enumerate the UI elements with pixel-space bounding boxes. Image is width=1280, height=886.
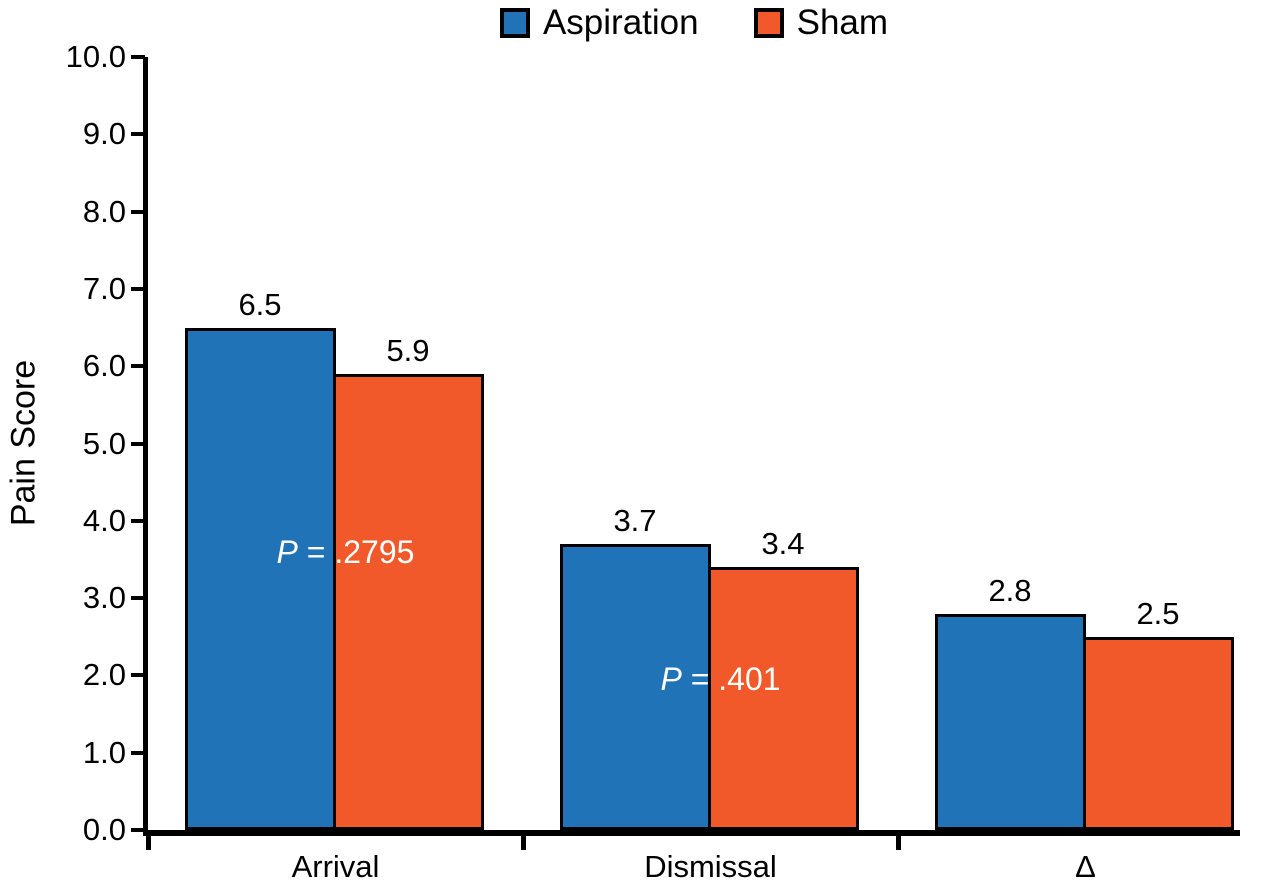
y-tick [131,286,145,291]
y-tick-label: 9.0 [82,116,126,152]
p-annotation-value: = .401 [681,661,781,698]
p-annotation-italic: P [276,533,298,570]
x-tick [146,836,151,850]
legend-item-sham: Sham [753,0,889,46]
y-tick [131,209,145,214]
legend-label-sham: Sham [796,3,889,42]
p-value-annotation: P = .401 [660,659,780,699]
legend-swatch-aspiration [499,8,530,38]
bar-value-label: 6.5 [238,286,282,322]
y-tick-label: 10.0 [65,39,126,74]
y-tick [131,518,145,523]
legend-label-aspiration: Aspiration [542,3,699,42]
legend-swatch-sham [753,8,784,38]
y-tick [131,55,145,59]
p-annotation-italic: P [660,661,682,698]
y-tick-label: 7.0 [82,270,126,306]
bar-value-label: 2.5 [1136,595,1180,631]
y-tick-label: 8.0 [82,193,126,229]
y-tick [131,828,145,832]
y-tick-label: 0.0 [82,812,126,847]
p-value-annotation: P = .2795 [277,532,415,572]
bar-sham-2 [1082,636,1234,830]
x-category-label: Dismissal [644,849,777,884]
legend-item-aspiration: Aspiration [499,0,699,46]
bar-sham-1 [707,567,859,830]
bar-aspiration-0 [184,327,336,830]
y-tick [131,673,145,678]
y-tick-label: 6.0 [82,348,126,384]
y-axis-line [143,57,148,836]
bar-sham-0 [332,373,484,830]
bar-aspiration-1 [559,543,711,830]
x-category-label: Δ [1075,849,1096,884]
bar-aspiration-2 [934,613,1086,830]
y-tick-label: 2.0 [82,657,126,693]
y-tick-label: 4.0 [82,502,126,538]
bar-value-label: 2.8 [988,572,1032,608]
y-tick [131,132,145,137]
y-tick-label: 3.0 [82,580,126,616]
y-tick [131,750,145,755]
y-tick [131,596,145,601]
y-tick-label: 1.0 [82,734,126,770]
bar-value-label: 3.4 [761,526,805,562]
x-axis-line [143,830,1240,836]
y-tick-label: 5.0 [82,425,126,461]
x-tick [521,836,526,850]
bar-value-label: 5.9 [386,332,430,368]
p-annotation-value: = .2795 [297,533,415,570]
chart-legend: Aspiration Sham [148,0,1240,46]
y-tick [131,441,145,446]
bar-value-label: 3.7 [613,502,657,538]
x-category-label: Arrival [291,849,380,884]
y-tick [131,364,145,369]
x-tick [896,836,901,850]
